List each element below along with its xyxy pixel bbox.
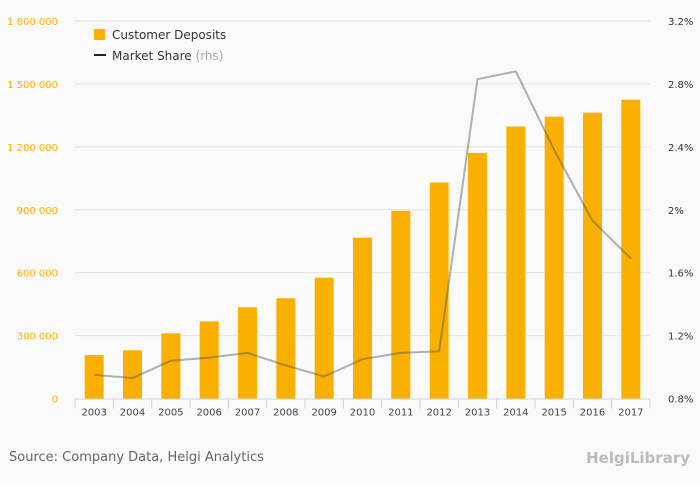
x-tick-label: 2009 (311, 408, 336, 419)
legend-swatch-customer-deposits (94, 29, 105, 40)
left-tick-label: 0 (52, 395, 58, 406)
right-tick-label: 2.8% (668, 80, 693, 91)
bar-2011 (391, 210, 411, 399)
right-tick-label: 0.8% (668, 395, 693, 406)
bar-2009 (314, 277, 334, 399)
chart: 0 300 000 600 000 900 000 1 200 000 1 500 000… (7, 17, 693, 419)
legend-rhs-note: (rhs) (196, 49, 224, 63)
x-tick-label: 2011 (388, 408, 413, 419)
bar-2007 (238, 307, 257, 399)
left-tick-label: 1 800 000 (7, 17, 58, 28)
left-tick-label: 600 000 (17, 269, 58, 280)
bar-2005 (161, 333, 181, 399)
right-tick-label: 2.4% (668, 143, 693, 154)
x-tick-label: 2003 (81, 408, 106, 419)
legend-label-customer-deposits: Customer Deposits (112, 28, 226, 42)
bar-2006 (199, 321, 219, 399)
bar-2015 (544, 116, 564, 399)
helgi-library-logo: HelgiLibrary (586, 449, 690, 467)
legend-label-market-share: Market Share (rhs) (112, 49, 223, 63)
x-tick-label: 2017 (618, 408, 643, 419)
left-tick-label: 300 000 (17, 332, 58, 343)
bar-2010 (353, 237, 372, 399)
x-tick-label: 2008 (273, 408, 298, 419)
right-tick-label: 3.2% (668, 17, 693, 28)
x-tick-label: 2006 (196, 408, 221, 419)
bar-2004 (123, 350, 142, 399)
x-tick-label: 2010 (350, 408, 375, 419)
x-tick-label: 2004 (120, 408, 145, 419)
bar-2017 (621, 99, 641, 399)
left-tick-label: 1 500 000 (7, 80, 58, 91)
x-tick-label: 2013 (465, 408, 490, 419)
bar-2014 (506, 126, 526, 399)
left-tick-label: 900 000 (17, 206, 58, 217)
bar-2012 (429, 182, 449, 399)
bar-2013 (468, 152, 487, 399)
bar-2016 (583, 112, 602, 399)
x-tick-label: 2016 (580, 408, 605, 419)
bar-2008 (276, 298, 296, 399)
x-tick-label: 2012 (426, 408, 451, 419)
bar-2003 (84, 355, 104, 399)
right-tick-label: 1.6% (668, 269, 693, 280)
source-note: Source: Company Data, Helgi Analytics (9, 450, 264, 465)
x-tick-label: 2007 (235, 408, 260, 419)
right-tick-label: 2% (668, 206, 684, 217)
right-tick-label: 1.2% (668, 332, 693, 343)
x-tick-label: 2015 (541, 408, 566, 419)
left-tick-label: 1 200 000 (7, 143, 58, 154)
x-tick-label: 2005 (158, 408, 183, 419)
x-tick-label: 2014 (503, 408, 528, 419)
market-share-line (94, 70, 632, 380)
